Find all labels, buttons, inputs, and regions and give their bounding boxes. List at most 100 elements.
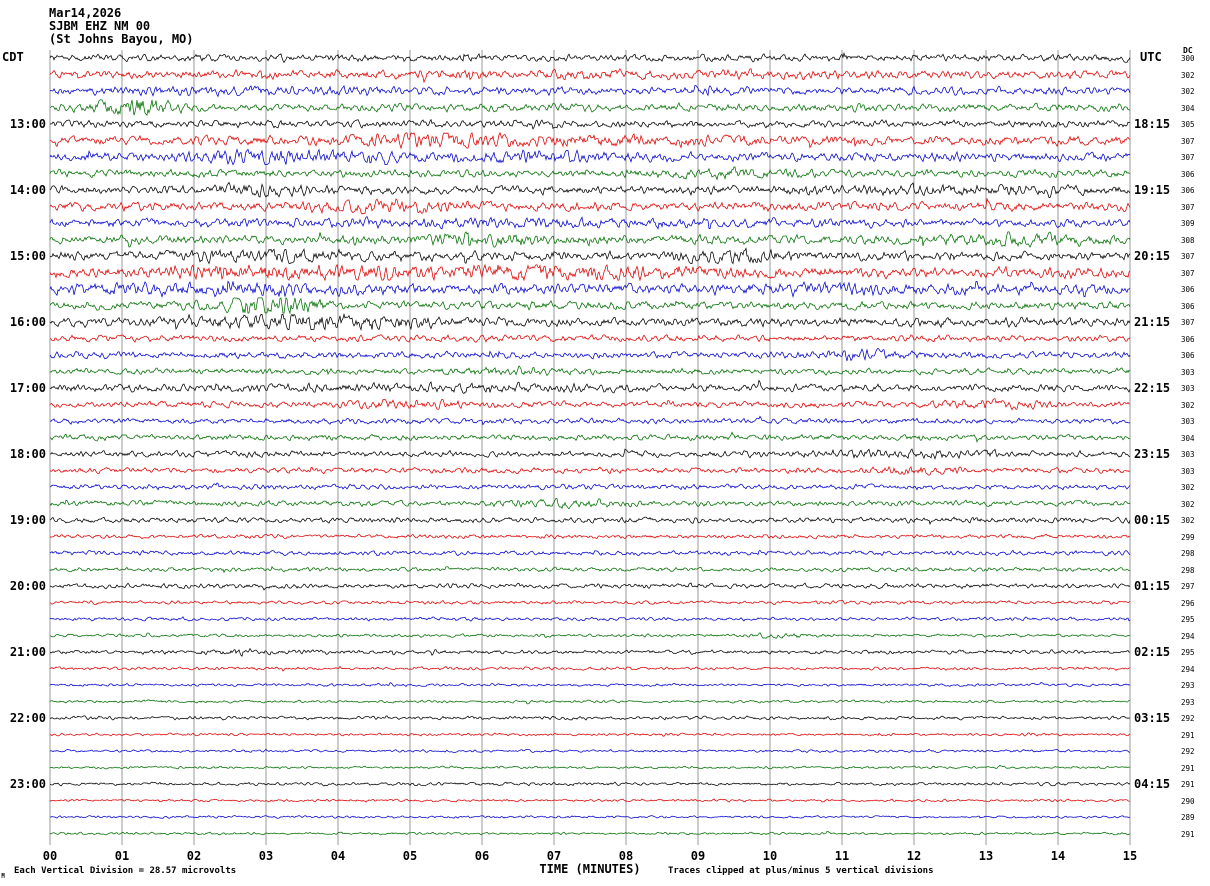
dc-offset-value: 300 xyxy=(1181,54,1195,63)
dc-offset-value: 298 xyxy=(1181,565,1195,575)
dc-offset-value: 307 xyxy=(1181,268,1195,278)
x-tick-label: 01 xyxy=(114,849,130,863)
seismo-trace xyxy=(49,263,1131,282)
x-tick-label: 07 xyxy=(546,849,562,863)
seismo-trace xyxy=(49,415,1131,426)
dc-offset-value: 294 xyxy=(1181,631,1195,641)
utc-hour-label: 04:15 xyxy=(1134,777,1171,791)
seismo-trace xyxy=(49,565,1131,574)
seismo-trace xyxy=(49,84,1131,98)
dc-offset-value: 302 xyxy=(1181,499,1195,509)
seismo-trace xyxy=(49,632,1130,639)
dc-offset-value: 302 xyxy=(1181,400,1195,410)
dc-offset-value: 304 xyxy=(1181,433,1195,443)
cdt-hour-label: 16:00 xyxy=(9,315,46,329)
dc-offset-value: 291 xyxy=(1181,763,1195,773)
dc-offset-value: 291 xyxy=(1181,780,1195,789)
seismo-trace xyxy=(49,781,1131,787)
seismo-trace xyxy=(49,533,1131,540)
dc-offset-value: 303 xyxy=(1181,466,1195,476)
seismo-trace xyxy=(49,231,1131,248)
dc-offset-value: 307 xyxy=(1181,252,1195,261)
seismo-trace xyxy=(49,118,1130,130)
cdt-hour-label: 18:00 xyxy=(9,447,46,461)
dc-offset-value: 307 xyxy=(1181,136,1195,146)
seismo-trace xyxy=(49,166,1131,181)
x-tick-label: 05 xyxy=(402,849,418,863)
x-tick-label: 12 xyxy=(906,849,922,863)
seismo-trace xyxy=(49,582,1131,591)
dc-offset-value: 292 xyxy=(1181,714,1195,723)
utc-hour-label: 03:15 xyxy=(1134,711,1171,725)
seismo-trace xyxy=(49,715,1131,721)
dc-offset-value: 302 xyxy=(1181,483,1195,492)
dc-offset-value: 293 xyxy=(1181,697,1195,707)
seismo-trace xyxy=(49,616,1131,622)
seismo-trace xyxy=(49,497,1131,510)
seismo-trace xyxy=(49,379,1131,394)
x-tick-label: 00 xyxy=(42,849,58,863)
dc-offset-value: 303 xyxy=(1181,450,1195,459)
seismo-trace xyxy=(49,815,1131,819)
x-tick-label: 04 xyxy=(330,849,346,863)
seismo-trace xyxy=(49,51,1131,64)
dc-offset-value: 297 xyxy=(1181,582,1195,591)
dc-offset-value: 296 xyxy=(1181,598,1195,608)
utc-hour-label: 22:15 xyxy=(1134,381,1171,395)
seismo-trace xyxy=(49,482,1131,491)
seismo-trace xyxy=(49,297,1131,315)
cdt-hour-label: 23:00 xyxy=(9,777,46,791)
seismo-trace xyxy=(49,665,1131,672)
seismo-trace xyxy=(49,99,1131,116)
cdt-hour-label: 15:00 xyxy=(9,249,46,263)
seismo-trace xyxy=(49,516,1131,525)
dc-offset-value: 290 xyxy=(1181,796,1195,806)
x-tick-label: 11 xyxy=(834,849,850,863)
dc-offset-value: 306 xyxy=(1181,186,1195,195)
dc-offset-value: 291 xyxy=(1181,730,1195,740)
seismo-trace xyxy=(49,682,1131,688)
utc-hour-label: 18:15 xyxy=(1134,117,1171,131)
x-tick-label: 15 xyxy=(1122,849,1138,863)
cdt-hour-label: 22:00 xyxy=(9,711,46,725)
dc-offset-value: 307 xyxy=(1181,202,1195,212)
dc-offset-value: 306 xyxy=(1181,301,1195,311)
dc-offset-value: 295 xyxy=(1181,648,1195,657)
x-tick-label: 03 xyxy=(258,849,274,863)
dc-offset-value: 306 xyxy=(1181,169,1195,179)
header-station: SJBM EHZ NM 00 xyxy=(49,19,151,33)
dc-offset-value: 309 xyxy=(1181,219,1195,228)
dc-offset-value: 292 xyxy=(1181,747,1195,756)
seismo-trace xyxy=(49,448,1131,460)
seismo-trace xyxy=(49,748,1131,754)
dc-offset-value: 293 xyxy=(1181,681,1195,690)
dc-offset-value: 299 xyxy=(1181,532,1195,542)
seismo-trace xyxy=(49,247,1131,265)
seismo-trace xyxy=(49,647,1131,657)
dc-offset-value: 304 xyxy=(1181,103,1195,113)
x-tick-label: 14 xyxy=(1050,849,1066,863)
footer-scale-note: Each Vertical Division = 28.57 microvolt… xyxy=(14,866,237,876)
x-tick-label: 13 xyxy=(978,849,994,863)
seismo-trace xyxy=(49,181,1131,198)
seismo-trace xyxy=(49,148,1131,166)
dc-offset-value: 307 xyxy=(1181,318,1195,327)
dc-offset-value: 306 xyxy=(1181,285,1195,294)
header-location: (St Johns Bayou, MO) xyxy=(49,32,194,46)
seismo-trace xyxy=(49,365,1131,377)
dc-offset-value: 295 xyxy=(1181,615,1195,624)
seismo-trace xyxy=(49,699,1131,705)
seismo-trace xyxy=(49,798,1131,803)
seismo-trace xyxy=(49,68,1131,84)
dc-offset-value: 308 xyxy=(1181,235,1195,245)
seismo-trace xyxy=(49,131,1131,150)
dc-offset-value: 303 xyxy=(1181,384,1195,393)
seismo-trace xyxy=(49,549,1131,557)
dc-offset-value: 306 xyxy=(1181,334,1195,344)
footer-clip-note: Traces clipped at plus/minus 5 vertical … xyxy=(668,866,934,876)
cdt-hour-label: 13:00 xyxy=(9,117,46,131)
dc-offset-value: 302 xyxy=(1181,70,1195,80)
seismo-trace xyxy=(49,334,1131,343)
